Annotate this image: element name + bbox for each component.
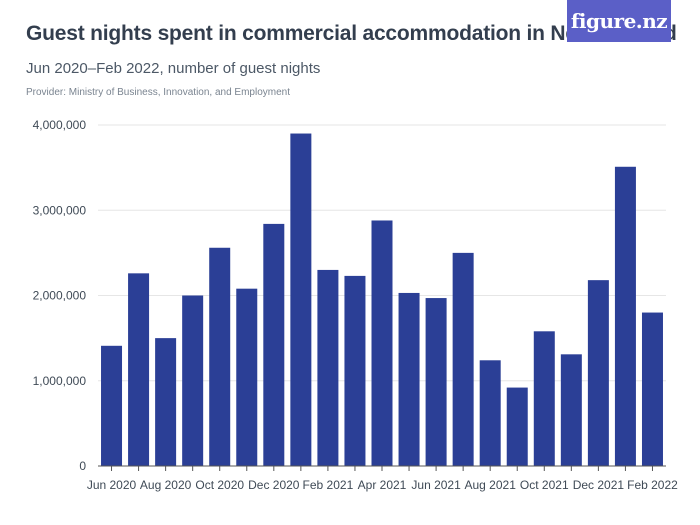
bar-aug-2021 [479,360,501,466]
y-tick-label: 4,000,000 [33,118,87,132]
bar-feb-2021 [317,269,339,466]
x-tick-label: Jun 2020 [87,478,137,492]
figure-nz-logo[interactable]: figure.nz [567,0,671,42]
x-tick-label: Aug 2021 [464,478,516,492]
data-provider: Provider: Ministry of Business, Innovati… [26,87,291,98]
y-tick-label: 1,000,000 [33,374,87,388]
bar-jan-2022 [614,166,636,466]
bar-oct-2020 [209,247,231,466]
x-tick-label: Dec 2020 [248,478,300,492]
bar-jun-2021 [425,298,447,466]
logo-text: figure.nz [570,9,668,33]
x-tick-label: Feb 2021 [303,478,354,492]
bar-may-2021 [398,292,420,466]
bar-oct-2021 [533,331,555,466]
bar-sep-2021 [506,387,528,466]
bar-dec-2021 [587,280,609,466]
bar-jun-2020 [101,345,123,466]
bar-sep-2020 [182,295,204,466]
bar-apr-2021 [371,220,393,466]
bars [101,133,663,466]
y-tick-label: 3,000,000 [33,203,87,217]
bar-jul-2020 [128,273,150,466]
y-tick-label: 0 [79,459,86,473]
x-tick-label: Oct 2021 [520,478,569,492]
bar-aug-2020 [155,338,177,466]
x-tick-label: Jun 2021 [411,478,461,492]
chart-subtitle: Jun 2020–Feb 2022, number of guest night… [26,60,321,77]
x-tick-label: Aug 2020 [140,478,192,492]
x-tick-label: Oct 2020 [195,478,244,492]
bar-nov-2020 [236,288,258,466]
x-tick-label: Feb 2022 [627,478,678,492]
x-tick-label: Apr 2021 [358,478,407,492]
bar-mar-2021 [344,275,366,466]
chart-title: Guest nights spent in commercial accommo… [26,22,677,45]
bar-nov-2021 [560,354,582,466]
y-tick-label: 2,000,000 [33,289,87,303]
bar-jan-2021 [290,133,312,466]
x-tick-label: Dec 2021 [573,478,625,492]
bar-dec-2020 [263,223,285,466]
bar-jul-2021 [452,252,474,466]
bar-feb-2022 [641,312,663,466]
axes: 0 1,000,000 2,000,000 3,000,000 4,000,000 Jun… [33,118,679,492]
